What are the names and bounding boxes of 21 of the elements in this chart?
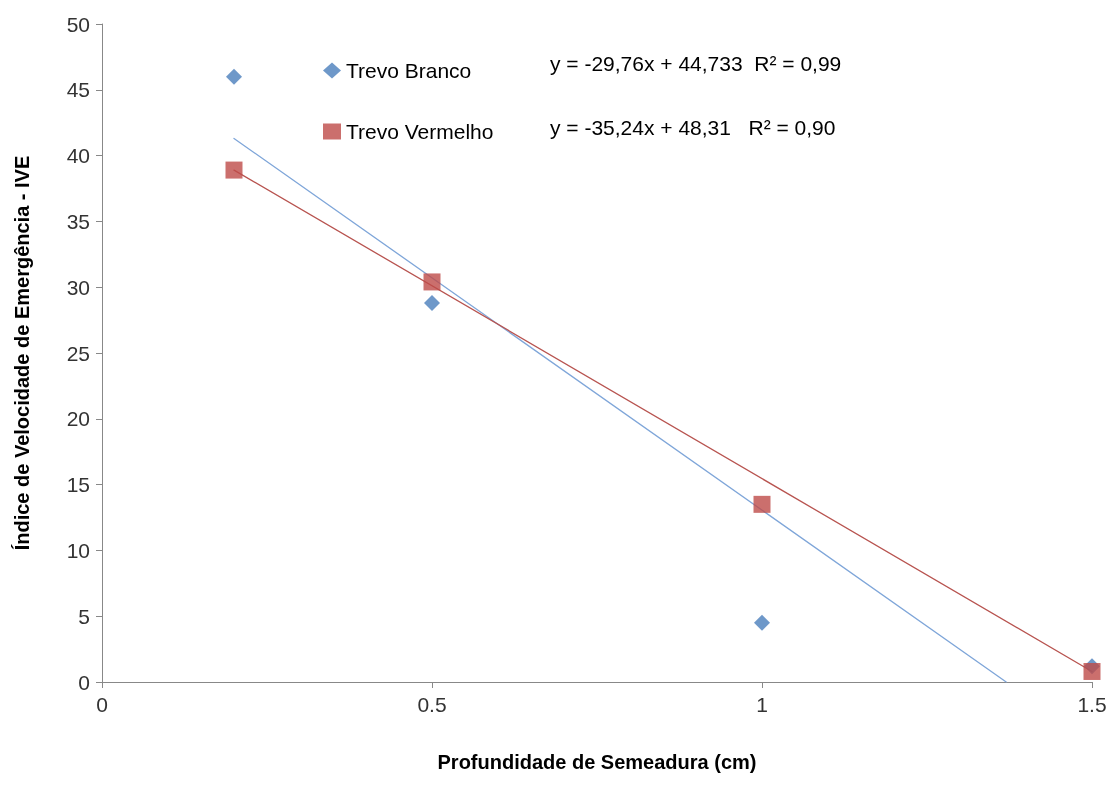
x-tick-label: 0.5	[417, 693, 447, 716]
y-axis-title: Índice de Velocidade de Emergência - IVE	[11, 155, 33, 551]
y-tick-label: 10	[66, 538, 90, 562]
legend-label: Trevo Branco	[346, 59, 472, 82]
legend-label: Trevo Vermelho	[346, 120, 494, 143]
x-tick-label: 0	[96, 693, 108, 716]
y-tick-label: 30	[66, 275, 90, 299]
y-tick-label: 35	[66, 209, 90, 233]
x-tick-label: 1.5	[1077, 693, 1107, 716]
y-tick-label: 0	[78, 670, 90, 694]
annotation: y = -35,24x + 48,31 R² = 0,90	[550, 116, 836, 139]
y-tick-label: 15	[66, 473, 90, 497]
y-tick-label: 5	[78, 604, 90, 628]
annotation: y = -29,76x + 44,733 R² = 0,99	[550, 52, 842, 75]
y-tick-label: 50	[66, 12, 90, 36]
y-tick-label: 45	[66, 78, 90, 102]
y-tick-label: 25	[66, 341, 90, 365]
y-tick-label: 40	[66, 144, 90, 168]
y-tick-label: 20	[66, 407, 90, 431]
x-axis-title: Profundidade de Semeadura (cm)	[437, 751, 757, 773]
x-tick-label: 1	[756, 693, 768, 716]
